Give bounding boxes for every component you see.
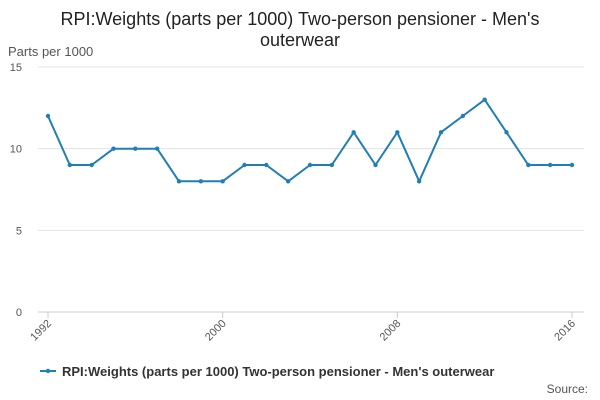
y-tick-label: 10 [10, 144, 22, 156]
legend[interactable]: RPI:Weights (parts per 1000) Two-person … [40, 364, 494, 379]
source-label: Source: [547, 382, 588, 396]
x-tick-label: 1992 [28, 318, 54, 344]
data-point [176, 179, 182, 184]
series-layer [45, 97, 575, 184]
data-point [526, 162, 531, 168]
data-point [242, 162, 247, 168]
legend-label: RPI:Weights (parts per 1000) Two-person … [62, 364, 494, 379]
y-axis-unit-label: Parts per 1000 [8, 44, 93, 59]
data-point [416, 179, 422, 184]
data-point [569, 162, 575, 168]
data-point [285, 179, 291, 184]
data-point [504, 130, 509, 135]
x-tick-label: 2016 [552, 318, 578, 344]
data-point [45, 113, 51, 119]
x-tick-label: 2008 [378, 318, 404, 344]
data-point [154, 146, 160, 151]
data-point [307, 162, 313, 168]
axes: 0 5 10 15 1992 2000 2008 2016 [10, 62, 584, 343]
data-point [89, 162, 94, 168]
data-point [111, 146, 116, 151]
data-point [547, 162, 553, 168]
data-point [395, 130, 400, 135]
series-line [47, 98, 572, 183]
data-point [220, 179, 225, 184]
y-tick-label: 5 [16, 225, 22, 237]
data-point [133, 146, 138, 151]
data-point [460, 113, 466, 119]
chart-title-line-1: RPI:Weights (parts per 1000) Two-person … [61, 9, 540, 29]
y-tick-label: 0 [16, 307, 22, 319]
data-point [438, 130, 444, 135]
data-point [482, 97, 487, 102]
legend-marker-swatch [45, 368, 51, 374]
x-tick-label: 2000 [203, 318, 229, 344]
data-point [329, 162, 335, 168]
data-point [264, 162, 269, 168]
data-point [198, 179, 204, 184]
data-point [351, 130, 356, 135]
data-point [67, 162, 73, 168]
y-tick-label: 15 [10, 62, 22, 74]
chart-title-line-2: outerwear [260, 30, 340, 50]
data-point [373, 162, 378, 168]
